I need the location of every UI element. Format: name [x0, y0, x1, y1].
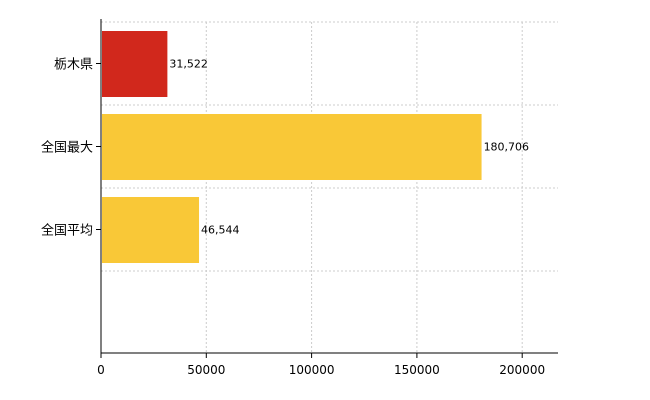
data-label: 180,706: [484, 141, 530, 154]
x-tick-label: 50000: [187, 363, 225, 377]
bar: [102, 197, 200, 263]
data-label: 46,544: [201, 224, 240, 237]
category-label: 全国最大: [41, 140, 93, 156]
x-tick-label: 150000: [394, 363, 440, 377]
labels: 栃木県 31,522 全国最大 180,706 全国平均 46,544 0 50000 1000…: [41, 58, 545, 378]
bars: [102, 31, 482, 263]
x-tick-label: 200000: [499, 363, 545, 377]
data-label: 31,522: [169, 58, 208, 71]
category-label: 全国平均: [41, 223, 93, 239]
category-label: 栃木県: [54, 58, 93, 73]
x-tick-label: 0: [97, 363, 105, 377]
axes: [96, 19, 558, 358]
bar: [102, 114, 482, 180]
grid-lines: [101, 21, 558, 353]
bar: [102, 31, 168, 97]
x-tick-label: 100000: [289, 363, 335, 377]
